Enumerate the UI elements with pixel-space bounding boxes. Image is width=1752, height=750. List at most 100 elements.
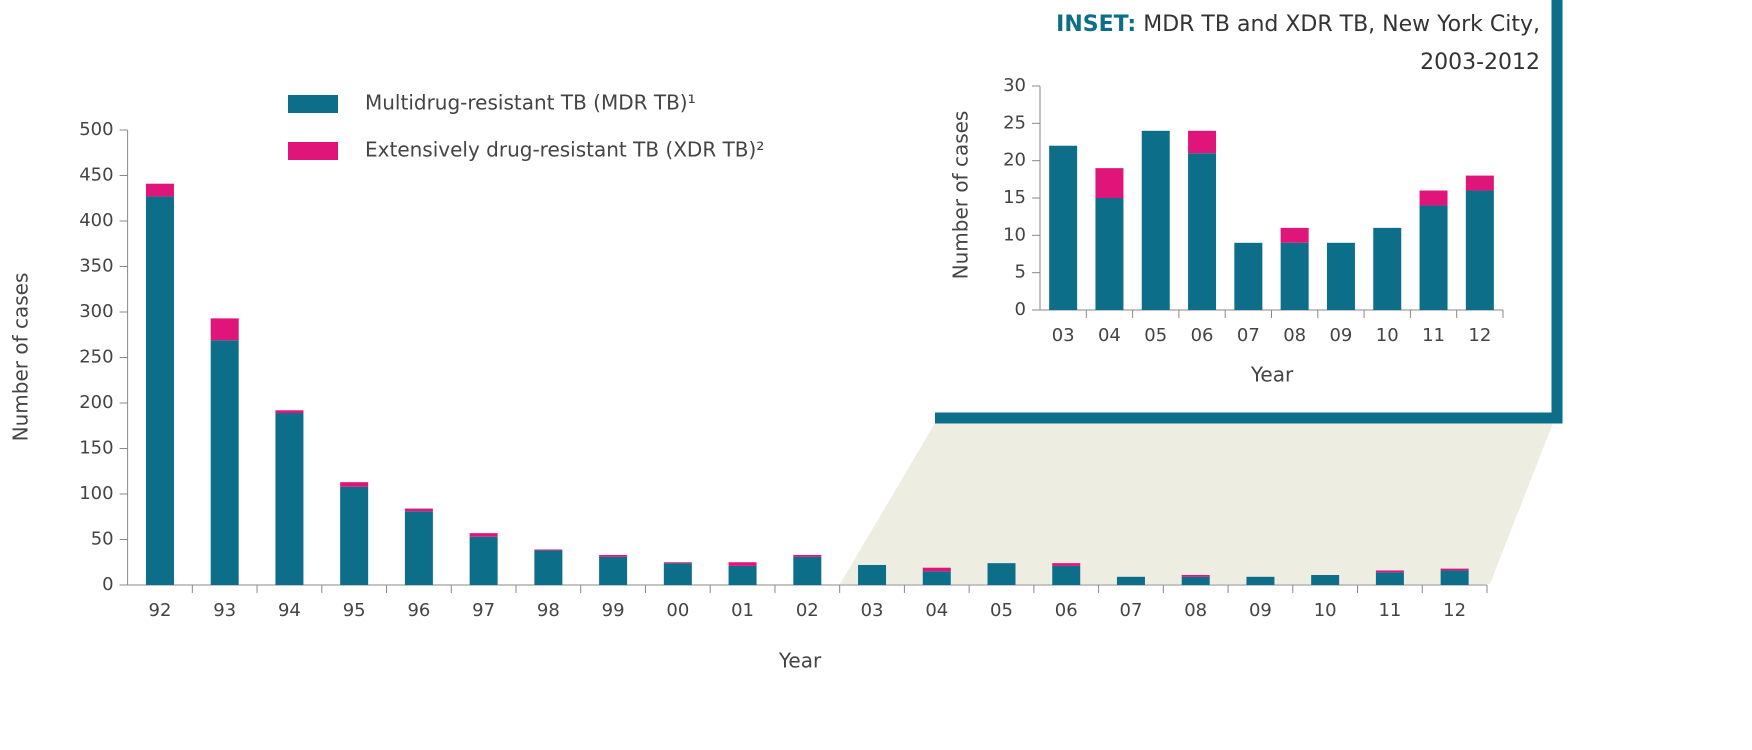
x-tick-label: 98 bbox=[537, 600, 560, 621]
x-tick-label: 08 bbox=[1184, 600, 1207, 621]
bar-segment bbox=[1181, 576, 1210, 585]
x-tick-label: 95 bbox=[343, 600, 366, 621]
y-tick-label: 100 bbox=[79, 483, 113, 504]
bar-segment bbox=[1280, 227, 1309, 243]
x-tick-label: 02 bbox=[796, 600, 819, 621]
x-tick-label: 06 bbox=[1191, 325, 1214, 346]
bar-segment bbox=[599, 554, 628, 557]
y-axis-label: Number of cases bbox=[949, 111, 973, 280]
x-tick-label: 07 bbox=[1237, 325, 1260, 346]
y-tick-label: 350 bbox=[79, 256, 113, 277]
bar-segment bbox=[1375, 570, 1404, 573]
bar-segment bbox=[210, 318, 239, 341]
legend-label: Extensively drug-resistant TB (XDR TB)² bbox=[365, 138, 764, 162]
x-tick-label: 94 bbox=[278, 600, 301, 621]
bar-segment bbox=[1326, 242, 1355, 310]
x-tick-label: 11 bbox=[1422, 325, 1445, 346]
bar-segment bbox=[987, 563, 1016, 585]
bar-segment bbox=[922, 571, 951, 585]
bar-segment bbox=[1311, 574, 1340, 585]
x-axis-label: Year bbox=[778, 649, 822, 673]
bar-segment bbox=[1373, 227, 1402, 310]
y-tick-label: 300 bbox=[79, 301, 113, 322]
x-tick-label: 07 bbox=[1120, 600, 1143, 621]
bar-segment bbox=[1419, 190, 1448, 206]
bar-segment bbox=[1095, 168, 1124, 198]
y-tick-label: 10 bbox=[1003, 224, 1026, 245]
bar-segment bbox=[1440, 568, 1469, 571]
legend-swatch bbox=[288, 95, 338, 113]
y-axis-label: Number of cases bbox=[9, 273, 33, 442]
bar-segment bbox=[1440, 570, 1469, 585]
y-tick-label: 200 bbox=[79, 392, 113, 413]
bar-segment bbox=[1419, 205, 1448, 310]
x-tick-label: 97 bbox=[472, 600, 495, 621]
y-tick-label: 0 bbox=[1015, 299, 1026, 320]
bar-segment bbox=[469, 536, 498, 585]
bar-segment bbox=[210, 340, 239, 585]
x-tick-label: 96 bbox=[407, 600, 430, 621]
x-tick-label: 92 bbox=[149, 600, 172, 621]
bar-segment bbox=[793, 556, 822, 585]
bar-segment bbox=[728, 565, 757, 585]
bar-segment bbox=[404, 508, 433, 512]
bar-segment bbox=[275, 413, 304, 585]
bar-segment bbox=[145, 183, 174, 197]
x-tick-label: 12 bbox=[1443, 600, 1466, 621]
y-tick-label: 30 bbox=[1003, 75, 1026, 96]
bar-segment bbox=[145, 196, 174, 585]
x-tick-label: 99 bbox=[602, 600, 625, 621]
inset-zoom-area bbox=[840, 423, 1553, 584]
bar-segment bbox=[599, 556, 628, 585]
bar-segment bbox=[404, 511, 433, 585]
x-tick-label: 06 bbox=[1055, 600, 1078, 621]
x-tick-label: 05 bbox=[990, 600, 1013, 621]
inset-title-label: INSET: bbox=[1056, 12, 1137, 37]
x-tick-label: 93 bbox=[213, 600, 236, 621]
x-tick-label: 04 bbox=[1098, 325, 1121, 346]
bar-segment bbox=[1465, 190, 1494, 310]
y-tick-label: 150 bbox=[79, 438, 113, 459]
inset-frame bbox=[935, 0, 1563, 424]
legend-label: Multidrug-resistant TB (MDR TB)¹ bbox=[365, 91, 696, 115]
y-tick-label: 500 bbox=[79, 119, 113, 140]
y-tick-label: 5 bbox=[1015, 262, 1026, 283]
y-tick-label: 25 bbox=[1003, 112, 1026, 133]
x-tick-label: 08 bbox=[1283, 325, 1306, 346]
bar-segment bbox=[663, 563, 692, 585]
x-axis-label: Year bbox=[1250, 363, 1294, 387]
bar-segment bbox=[1141, 130, 1170, 310]
bar-segment bbox=[922, 567, 951, 572]
y-tick-label: 450 bbox=[79, 165, 113, 186]
bar-segment bbox=[1280, 242, 1309, 310]
bar-segment bbox=[340, 482, 369, 487]
x-tick-label: 11 bbox=[1378, 600, 1401, 621]
x-tick-label: 00 bbox=[666, 600, 689, 621]
bar-segment bbox=[1188, 130, 1217, 154]
bar-segment bbox=[1465, 175, 1494, 191]
bar-segment bbox=[793, 554, 822, 557]
y-tick-label: 0 bbox=[102, 574, 113, 595]
bar-segment bbox=[534, 549, 563, 551]
bar-segment bbox=[1375, 572, 1404, 585]
inset-title: INSET: MDR TB and XDR TB, New York City,… bbox=[1010, 6, 1540, 82]
bar-segment bbox=[1181, 574, 1210, 577]
x-tick-label: 01 bbox=[731, 600, 754, 621]
bar-segment bbox=[469, 533, 498, 537]
x-tick-label: 12 bbox=[1468, 325, 1491, 346]
inset-title-text: MDR TB and XDR TB, New York City, 2003-2… bbox=[1143, 12, 1540, 75]
x-tick-label: 10 bbox=[1314, 600, 1337, 621]
bar-segment bbox=[1095, 198, 1124, 310]
x-tick-label: 03 bbox=[861, 600, 884, 621]
bar-segment bbox=[1052, 563, 1081, 566]
bar-segment bbox=[1188, 153, 1217, 310]
y-tick-label: 400 bbox=[79, 210, 113, 231]
x-tick-label: 09 bbox=[1329, 325, 1352, 346]
bar-segment bbox=[1246, 576, 1275, 585]
y-tick-label: 15 bbox=[1003, 187, 1026, 208]
x-tick-label: 05 bbox=[1144, 325, 1167, 346]
bar-segment bbox=[1116, 576, 1145, 585]
y-tick-label: 250 bbox=[79, 347, 113, 368]
